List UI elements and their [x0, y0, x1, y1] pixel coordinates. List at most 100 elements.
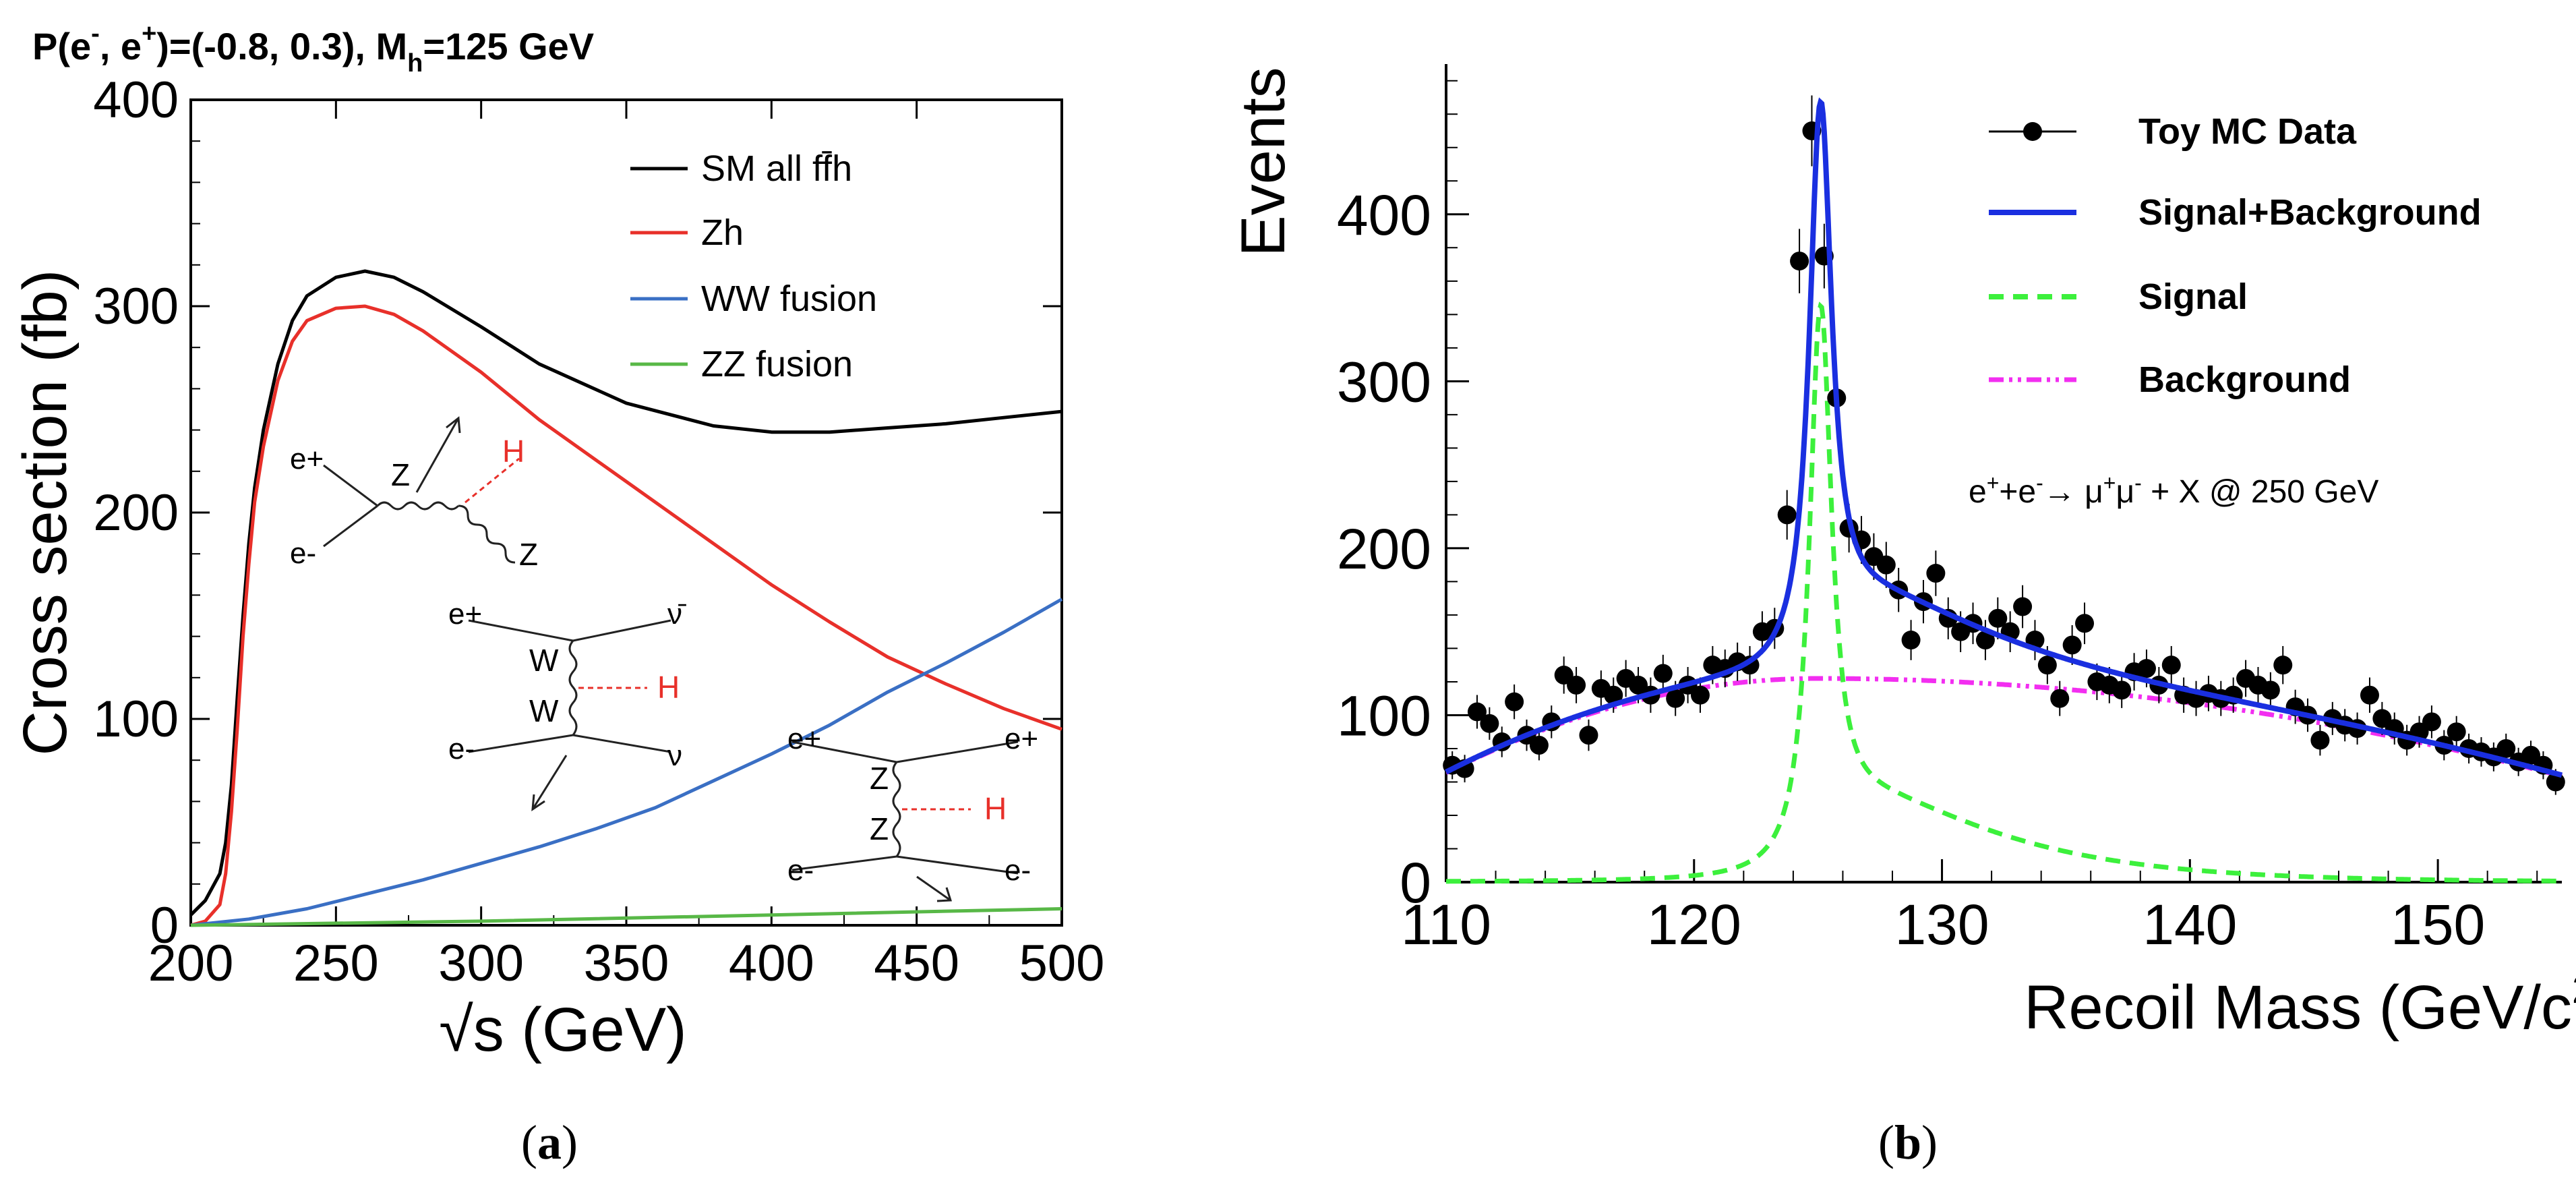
data-point	[1926, 564, 1946, 583]
data-point	[2447, 722, 2466, 742]
panel-a: P(e-, e+)=(-0.8, 0.3), Mh=125 GeV 200 250…	[11, 20, 1104, 1169]
panel-b-x-axis-label: Recoil Mass (GeV/c2)	[2024, 968, 2576, 1042]
feynman-diagram-ww	[468, 619, 671, 811]
panel-b-y-tick-label: 100	[1337, 684, 1431, 747]
data-point	[2050, 689, 2070, 708]
panel-a-x-tick-label: 400	[729, 935, 814, 992]
zh-label-eminus: e-	[290, 537, 316, 570]
data-point	[2037, 656, 2057, 675]
legend-label-background: Background	[2138, 359, 2351, 400]
data-point	[1790, 252, 1809, 271]
zz-label-eplus-out: e+	[1005, 722, 1038, 755]
panel-a-frame	[189, 98, 1063, 927]
series-line-ww-fusion	[190, 598, 1063, 927]
panel-a-y-tick-label: 100	[93, 691, 179, 748]
feynman-diagram-zz	[791, 740, 1019, 902]
zh-label-h: H	[502, 434, 525, 469]
panel-b-series	[1443, 95, 2565, 884]
data-point	[2260, 680, 2280, 700]
ww-label-eplus: e+	[448, 598, 482, 631]
panel-b-x-tick-label: 110	[1401, 893, 1491, 956]
zh-label-z-out: Z	[519, 537, 538, 572]
ww-label-w2: W	[529, 693, 559, 728]
data-point	[2013, 597, 2033, 616]
ww-label-eminus: e-	[448, 732, 475, 765]
data-point	[1529, 736, 1549, 755]
legend-label-data: Toy MC Data	[2138, 111, 2357, 152]
data-point	[1975, 631, 1995, 650]
data-point	[2422, 712, 2441, 732]
panel-a-x-tick-label: 500	[1019, 935, 1105, 992]
zz-label-z1: Z	[870, 761, 889, 796]
legend-label-ww: WW fusion	[701, 279, 877, 319]
legend-label-signal: Signal	[2138, 277, 2248, 317]
data-point	[1480, 714, 1499, 733]
data-point	[2360, 685, 2379, 705]
data-point	[2136, 659, 2156, 678]
zz-label-h: H	[984, 791, 1007, 826]
panel-b-y-tick-label: 300	[1337, 350, 1431, 413]
data-point	[1901, 631, 1921, 650]
data-point	[2496, 738, 2516, 758]
panel-b-x-tick-label: 150	[2391, 893, 2485, 956]
panel-b-y-tick-label: 200	[1337, 517, 1431, 581]
data-point	[1876, 555, 1896, 575]
panel-a-x-tick-label: 300	[438, 935, 524, 992]
data-point	[1579, 726, 1598, 745]
data-point	[1988, 608, 2008, 628]
data-point	[1777, 505, 1797, 525]
ww-label-nubar: ν̄	[667, 598, 686, 631]
series-line-sm-all	[189, 269, 1062, 917]
data-point	[2273, 656, 2293, 675]
legend-label-zh: Zh	[701, 212, 744, 253]
panel-a-x-tick-label: 200	[148, 935, 234, 992]
data-point	[1505, 692, 1524, 711]
panel-a-x-tick-label: 250	[293, 935, 379, 992]
signal-curve	[1446, 301, 2563, 884]
zz-label-eplus-in: e+	[787, 722, 821, 755]
panel-a-y-tick-label: 400	[93, 71, 179, 129]
data-point	[2062, 635, 2082, 655]
panel-b-x-tick-label: 120	[1647, 893, 1741, 956]
data-point	[2112, 680, 2132, 700]
panel-b-legend: Toy MC Data Signal+Background Signal Bac…	[1989, 111, 2482, 400]
legend-label-zz: ZZ fusion	[701, 344, 853, 384]
panel-a-y-tick-label: 200	[93, 484, 179, 542]
panel-b-y-tick-label: 400	[1337, 183, 1431, 247]
panel-b-y-tick-label: 0	[1400, 851, 1431, 914]
legend-marker-data	[2023, 122, 2042, 141]
panel-a-series	[189, 269, 1063, 927]
panel-b-x-tick-label: 130	[1894, 893, 1989, 956]
panel-a-x-axis-label: √s (GeV)	[439, 995, 686, 1064]
signal-plus-background-curve	[1445, 97, 2563, 778]
panel-b-x-tick-label: 140	[2143, 893, 2237, 956]
panel-a-axes: 200 250 300 350 400 450 500 0 100 200 300 400	[93, 71, 1104, 992]
zz-label-eminus-in: e-	[787, 854, 814, 887]
legend-label-sm: SM all ff̄h	[701, 148, 852, 189]
data-point	[2161, 656, 2181, 675]
feynman-diagram-zh	[323, 416, 520, 564]
panel-a-y-axis-label: Cross section (fb)	[11, 270, 80, 756]
panel-b-axes: 110 120 130 140 150 0 100 200 300 400	[1337, 64, 2562, 956]
background-curve	[1445, 676, 2563, 779]
zh-label-z: Z	[391, 457, 410, 492]
panel-a-title: P(e-, e+)=(-0.8, 0.3), Mh=125 GeV	[32, 20, 594, 78]
data-point	[1604, 685, 1623, 705]
panel-a-y-tick-label: 300	[93, 278, 179, 335]
series-line-zh	[190, 304, 1062, 927]
data-point	[2310, 730, 2330, 750]
series-line-zz-fusion	[190, 907, 1062, 927]
data-point	[1690, 685, 1710, 705]
data-point	[2075, 614, 2095, 633]
data-point	[1653, 664, 1673, 683]
data-point	[1666, 689, 1685, 708]
data-point	[1567, 675, 1586, 695]
legend-label-total: Signal+Background	[2138, 192, 2482, 233]
panel-a-label: (a)	[521, 1115, 578, 1169]
panel-b-y-axis-label: Events	[1229, 67, 1298, 256]
zh-label-eplus: e+	[290, 442, 324, 475]
panel-a-x-tick-label: 350	[584, 935, 669, 992]
ww-label-h: H	[657, 670, 680, 705]
data-point	[1467, 702, 1487, 722]
